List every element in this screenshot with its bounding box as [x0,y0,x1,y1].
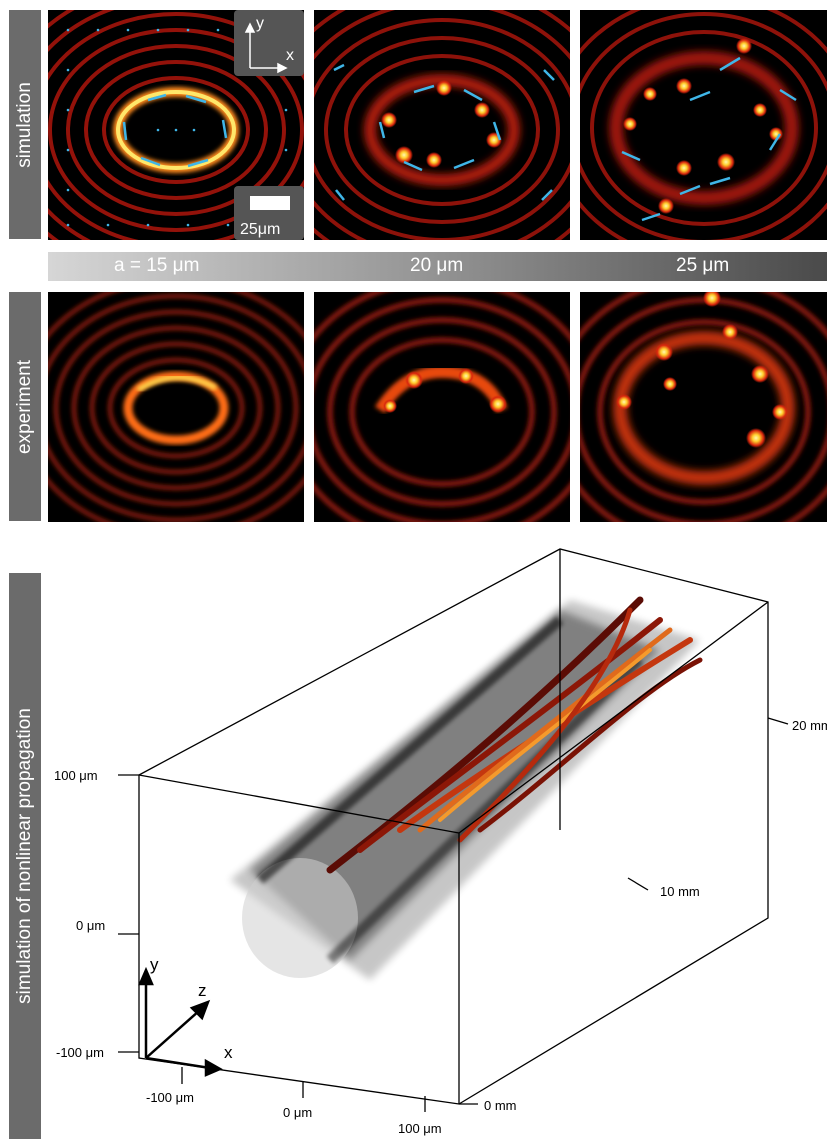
simulation-label-text: simulation [14,81,35,168]
bounding-box [138,548,769,1105]
inset-x-label: x [286,47,294,64]
simulation-row-label: simulation [9,10,41,239]
experiment-field-a25 [580,292,827,522]
x-tick-minus100: -100 μm [146,1090,194,1105]
axis-y-label: y [150,955,159,974]
z-tick-10mm: 10 mm [660,884,700,899]
simulation-panel-a25 [580,10,827,240]
z-tick-0mm: 0 mm [484,1098,517,1113]
nonlinear-propagation-plot: 100 μm 0 μm -100 μm -100 μm 0 μm 100 μm … [0,540,827,1139]
experiment-panel-a20 [314,292,570,522]
experiment-field-a15 [48,292,304,522]
simulation-field-a25 [580,10,827,240]
axis-x-label: x [224,1043,233,1062]
experiment-panel-a15 [48,292,304,522]
z-tick-20mm: 20 mm [792,718,827,733]
simulation-field-a15: y x 25μm [48,10,304,240]
simulation-panel-a15: y x 25μm [48,10,304,240]
scale-bar-label: 25μm [240,221,280,238]
nonlinear-row-label: simulation of nonlinear propagation [9,573,41,1139]
radius-label-15: a = 15 μm [114,255,200,276]
simulation-field-a20 [314,10,570,240]
inset-y-label: y [256,15,264,32]
axis-z-label: z [198,981,207,1000]
x-tick-100: 100 μm [398,1121,442,1136]
experiment-panel-a25 [580,292,827,522]
x-tick-0: 0 μm [283,1105,312,1120]
experiment-field-a20 [314,292,570,522]
radius-label-25: 25 μm [676,255,730,276]
simulation-panel-a20 [314,10,570,240]
radius-label-20: 20 μm [410,255,464,276]
axis-triad [138,966,223,1077]
experiment-row-label: experiment [9,292,41,521]
radius-scale-bar: a = 15 μm 20 μm 25 μm [48,252,827,281]
experiment-label-text: experiment [14,359,35,454]
propagation-svg: 100 μm 0 μm -100 μm -100 μm 0 μm 100 μm … [54,548,827,1136]
scale-bar [250,196,290,210]
y-tick-minus100: -100 μm [56,1045,104,1060]
y-tick-0: 0 μm [76,918,105,933]
y-tick-100: 100 μm [54,768,98,783]
